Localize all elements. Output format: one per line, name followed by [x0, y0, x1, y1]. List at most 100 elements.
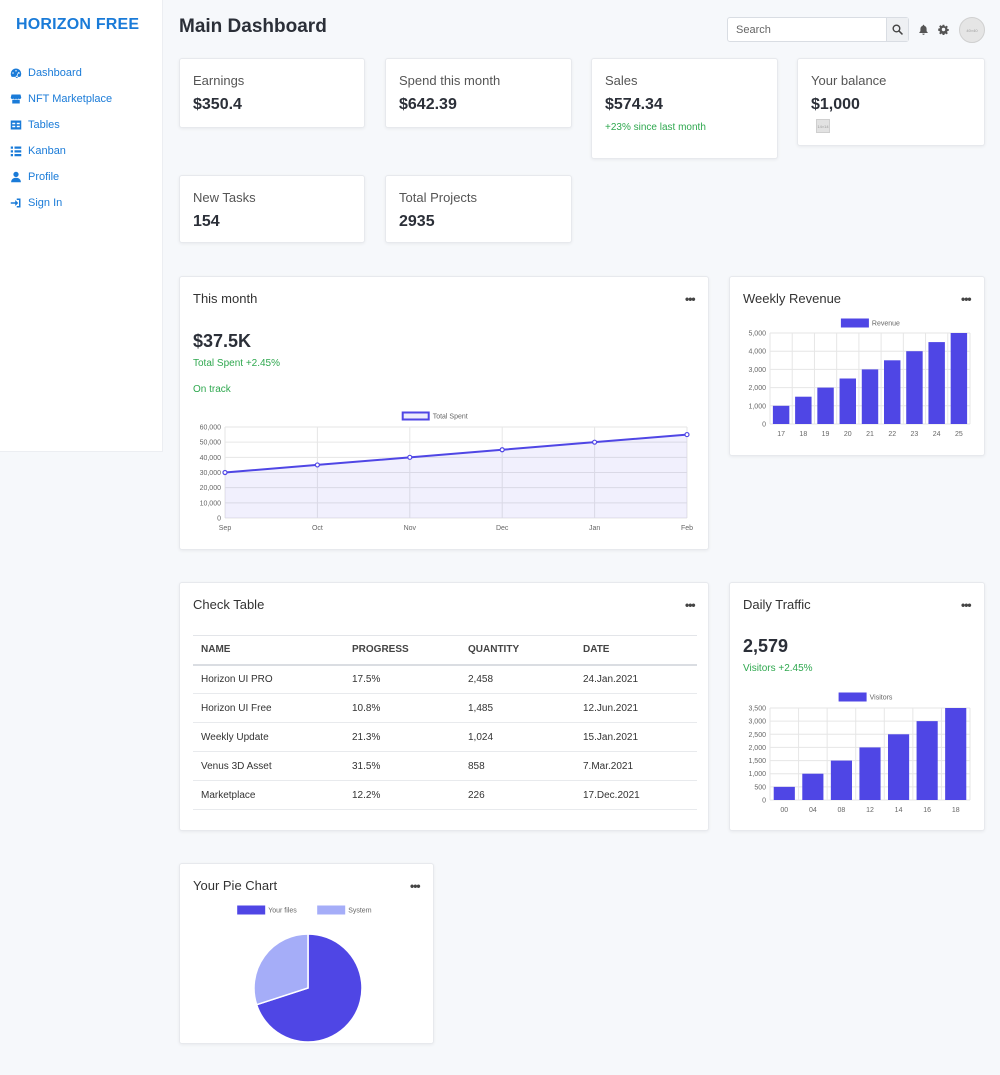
stat-card-new-tasks: New Tasks 154	[179, 175, 365, 243]
cell-quantity: 1,485	[460, 693, 575, 723]
cell-name: Weekly Update	[193, 722, 344, 752]
more-options-button[interactable]: •••	[685, 292, 696, 306]
more-options-button[interactable]: •••	[961, 598, 972, 612]
cell-quantity: 1,024	[460, 722, 575, 752]
table-row[interactable]: Weekly Update 21.3% 1,024 15.Jan.2021	[193, 722, 697, 752]
legend-swatch	[401, 411, 430, 421]
x-tick-label: 14	[895, 807, 903, 814]
column-header-name[interactable]: NAME	[193, 635, 344, 666]
more-options-button[interactable]: •••	[961, 292, 972, 306]
stat-value: $642.39	[399, 96, 457, 113]
table-row[interactable]: Venus 3D Asset 31.5% 858 7.Mar.2021	[193, 751, 697, 781]
stat-value: $350.4	[193, 96, 242, 113]
stat-value: $574.34	[605, 96, 663, 113]
card-title: This month	[193, 291, 258, 306]
x-tick-label: 08	[838, 807, 846, 814]
x-tick-label: 16	[923, 807, 931, 814]
y-tick-label: 3,500	[748, 706, 766, 713]
table-row[interactable]: Marketplace 12.2% 226 17.Dec.2021	[193, 780, 697, 810]
settings-button[interactable]	[937, 23, 949, 35]
bar	[884, 360, 901, 424]
table-header-row: NAME PROGRESS QUANTITY DATE	[193, 635, 697, 666]
x-tick-label: Dec	[496, 525, 509, 532]
sidebar-item-kanban[interactable]: Kanban	[10, 138, 112, 164]
y-tick-label: 2,000	[748, 745, 766, 752]
stat-card-total-projects: Total Projects 2935	[385, 175, 572, 243]
x-tick-label: 00	[780, 807, 788, 814]
more-options-button[interactable]: •••	[410, 879, 421, 893]
legend-label: Visitors	[870, 695, 893, 702]
this-month-card: This month ••• $37.5K Total Spent +2.45%…	[179, 276, 709, 550]
y-tick-label: 10,000	[200, 500, 222, 507]
cell-name: Horizon UI PRO	[193, 664, 344, 694]
x-tick-label: 24	[933, 431, 941, 438]
stat-value: 2935	[399, 213, 435, 230]
y-tick-label: 3,000	[748, 367, 766, 374]
legend-label: System	[348, 908, 372, 915]
bar	[772, 405, 790, 424]
cell-quantity: 858	[460, 751, 575, 781]
x-tick-label: Sep	[219, 525, 232, 532]
bar	[817, 387, 834, 424]
sidebar-item-profile[interactable]: Profile	[10, 164, 112, 190]
x-tick-label: 12	[866, 807, 874, 814]
notifications-button[interactable]	[917, 23, 929, 35]
y-tick-label: 0	[762, 798, 766, 805]
legend-swatch	[838, 692, 867, 702]
cell-progress: 12.2%	[344, 780, 460, 810]
cell-date: 7.Mar.2021	[575, 751, 697, 781]
y-tick-label: 5,000	[748, 331, 766, 338]
bar	[916, 721, 938, 800]
bar	[830, 760, 852, 800]
sidebar-item-nft-marketplace[interactable]: NFT Marketplace	[10, 86, 112, 112]
pie-slice	[253, 933, 309, 1006]
sidebar-item-label: Sign In	[28, 197, 63, 209]
cell-name: Marketplace	[193, 780, 344, 810]
sidebar-item-dashboard[interactable]: Dashboard	[10, 60, 112, 86]
total-spent-value: $37.5K	[193, 331, 252, 351]
stat-card-earnings: Earnings $350.4	[179, 58, 365, 128]
stat-card-balance: Your balance $1,000 14×14	[797, 58, 985, 146]
table-icon	[10, 119, 22, 131]
x-tick-label: Feb	[681, 525, 693, 532]
x-tick-label: 23	[911, 431, 919, 438]
avatar[interactable]: 40×40	[959, 17, 985, 43]
table-row[interactable]: Horizon UI Free 10.8% 1,485 12.Jun.2021	[193, 693, 697, 723]
y-tick-label: 0	[217, 516, 221, 523]
search-input[interactable]	[728, 18, 886, 41]
legend-label: Revenue	[872, 321, 900, 328]
legend-swatch	[317, 905, 346, 915]
sidebar-item-label: Dashboard	[28, 67, 82, 79]
y-tick-label: 2,500	[748, 732, 766, 739]
on-track-status: On track	[193, 384, 231, 395]
x-tick-label: Jan	[589, 525, 600, 532]
bar	[888, 734, 910, 800]
table-row[interactable]: Horizon UI PRO 17.5% 2,458 24.Jan.2021	[193, 664, 697, 694]
series-area	[225, 434, 687, 518]
y-tick-label: 60,000	[200, 425, 222, 432]
cell-name: Venus 3D Asset	[193, 751, 344, 781]
bar	[802, 773, 824, 800]
sidebar-item-tables[interactable]: Tables	[10, 112, 112, 138]
search-button[interactable]	[886, 18, 908, 41]
column-header-date[interactable]: DATE	[575, 635, 697, 666]
bar	[906, 351, 923, 424]
more-options-button[interactable]: •••	[685, 598, 696, 612]
bar	[859, 747, 881, 800]
sidebar-item-sign-in[interactable]: Sign In	[10, 190, 112, 216]
bar	[773, 786, 795, 800]
legend-swatch	[237, 905, 266, 915]
data-point	[499, 447, 505, 453]
pie-slice	[255, 933, 363, 1042]
x-tick-label: 04	[809, 807, 817, 814]
balance-image-placeholder: 14×14	[816, 119, 830, 133]
check-table: NAME PROGRESS QUANTITY DATE Horizon UI P…	[193, 635, 697, 810]
bar	[839, 378, 856, 424]
column-header-progress[interactable]: PROGRESS	[344, 635, 460, 666]
card-title: Weekly Revenue	[743, 291, 842, 306]
sidebar-item-label: NFT Marketplace	[28, 93, 113, 105]
x-tick-label: Oct	[312, 525, 323, 532]
data-point	[684, 431, 690, 438]
column-header-quantity[interactable]: QUANTITY	[460, 635, 575, 666]
y-tick-label: 500	[754, 784, 766, 791]
